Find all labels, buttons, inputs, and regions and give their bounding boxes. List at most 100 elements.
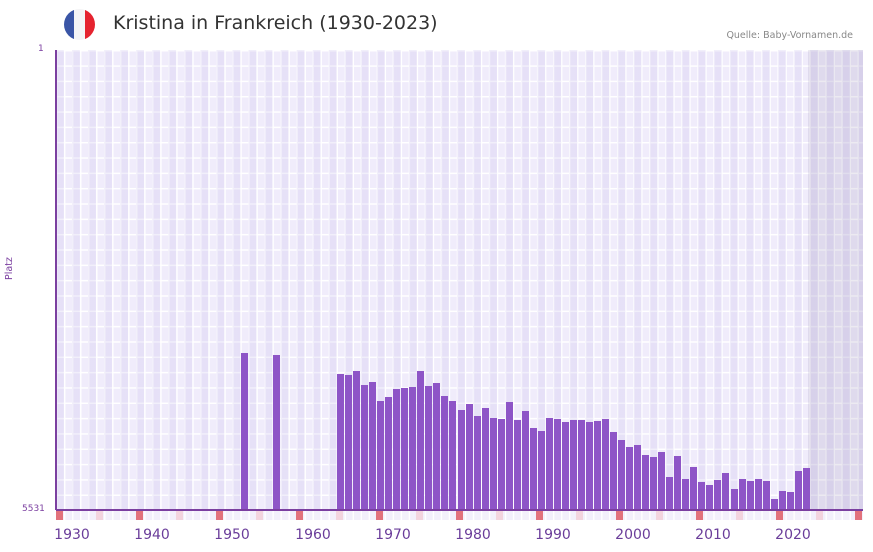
bar-1986 xyxy=(505,402,513,510)
decade-marker xyxy=(456,511,463,520)
bar-2023 xyxy=(802,468,810,510)
bar-1975 xyxy=(417,371,425,510)
bar-1968 xyxy=(361,385,369,510)
bar-1953 xyxy=(240,353,248,510)
x-tick-label: 1980 xyxy=(455,527,491,543)
half-decade-marker xyxy=(816,511,823,520)
half-decade-marker xyxy=(736,511,743,520)
x-tick-label: 1930 xyxy=(54,527,90,543)
x-tick-label: 2000 xyxy=(615,527,651,543)
bar-1987 xyxy=(513,420,521,510)
y-tick-bottom: 5531 xyxy=(22,504,45,514)
half-decade-marker xyxy=(256,511,263,520)
bar-2001 xyxy=(626,447,634,510)
y-axis-title: Platz xyxy=(4,257,15,280)
bar-1957 xyxy=(272,355,280,510)
y-axis-line xyxy=(55,50,57,510)
flag-blue xyxy=(64,9,75,40)
bar-1995 xyxy=(577,420,585,510)
decade-marker xyxy=(136,511,143,520)
bar-1984 xyxy=(489,418,497,510)
bar-2022 xyxy=(794,471,802,510)
future-shaded-region xyxy=(808,50,863,510)
bar-1996 xyxy=(585,422,593,510)
bar-2007 xyxy=(674,456,682,510)
bar-1991 xyxy=(545,418,553,510)
decade-marker xyxy=(56,511,63,520)
bar-1993 xyxy=(561,422,569,510)
bar-1974 xyxy=(409,387,417,510)
decade-marker xyxy=(536,511,543,520)
x-tick-label: 1960 xyxy=(295,527,331,543)
bar-1988 xyxy=(521,411,529,510)
decade-marker xyxy=(216,511,223,520)
bar-2020 xyxy=(778,491,786,510)
decade-marker xyxy=(376,511,383,520)
bar-1973 xyxy=(401,388,409,510)
bar-1976 xyxy=(425,386,433,510)
bar-1990 xyxy=(537,431,545,510)
bar-2015 xyxy=(738,479,746,510)
bar-2004 xyxy=(650,457,658,510)
bar-1983 xyxy=(481,408,489,510)
x-tick-label: 2010 xyxy=(695,527,731,543)
source-credit: Quelle: Baby-Vornamen.de xyxy=(726,30,853,41)
half-decade-marker xyxy=(96,511,103,520)
bar-2016 xyxy=(746,481,754,510)
bar-2005 xyxy=(658,452,666,510)
decade-marker xyxy=(616,511,623,520)
y-tick-top: 1 xyxy=(38,44,44,54)
flag-red xyxy=(84,9,95,40)
bar-2002 xyxy=(634,445,642,510)
bar-2010 xyxy=(698,482,706,510)
x-tick-label: 1990 xyxy=(535,527,571,543)
half-decade-marker xyxy=(576,511,583,520)
bar-2008 xyxy=(682,479,690,510)
x-tick-label: 1970 xyxy=(375,527,411,543)
bar-1989 xyxy=(529,428,537,510)
bar-1969 xyxy=(369,382,377,510)
bar-1992 xyxy=(553,419,561,510)
bar-2021 xyxy=(786,492,794,510)
half-decade-marker xyxy=(336,511,343,520)
bar-2003 xyxy=(642,455,650,510)
bar-1965 xyxy=(337,374,345,510)
bar-1994 xyxy=(569,420,577,510)
plot-area xyxy=(56,50,863,510)
bar-2006 xyxy=(666,477,674,510)
bar-2011 xyxy=(706,485,714,510)
bar-2019 xyxy=(770,499,778,510)
half-decade-marker xyxy=(176,511,183,520)
decade-marker xyxy=(855,511,862,520)
decade-marker xyxy=(776,511,783,520)
bar-1998 xyxy=(602,419,610,510)
france-flag-icon xyxy=(64,9,95,40)
bar-2013 xyxy=(722,473,730,510)
bar-2012 xyxy=(714,480,722,510)
bar-1966 xyxy=(345,375,353,510)
x-tick-label: 1940 xyxy=(134,527,170,543)
bar-1978 xyxy=(441,396,449,510)
bar-1982 xyxy=(473,416,481,510)
x-tick-label: 1950 xyxy=(214,527,250,543)
x-tick-label: 2020 xyxy=(775,527,811,543)
decade-marker xyxy=(696,511,703,520)
bar-2014 xyxy=(730,489,738,510)
decade-marker xyxy=(296,511,303,520)
chart-title: Kristina in Frankreich (1930-2023) xyxy=(113,12,438,34)
half-decade-marker xyxy=(656,511,663,520)
bar-1999 xyxy=(610,432,618,510)
bar-2018 xyxy=(762,481,770,510)
bar-1977 xyxy=(433,383,441,510)
bar-1979 xyxy=(449,401,457,510)
bar-1971 xyxy=(385,397,393,510)
half-decade-marker xyxy=(496,511,503,520)
bar-1985 xyxy=(497,419,505,510)
bar-1980 xyxy=(457,410,465,510)
half-decade-marker xyxy=(416,511,423,520)
bar-1981 xyxy=(465,404,473,510)
bar-2017 xyxy=(754,479,762,510)
bar-1967 xyxy=(353,371,361,510)
flag-white xyxy=(74,9,85,40)
bar-1970 xyxy=(377,401,385,510)
